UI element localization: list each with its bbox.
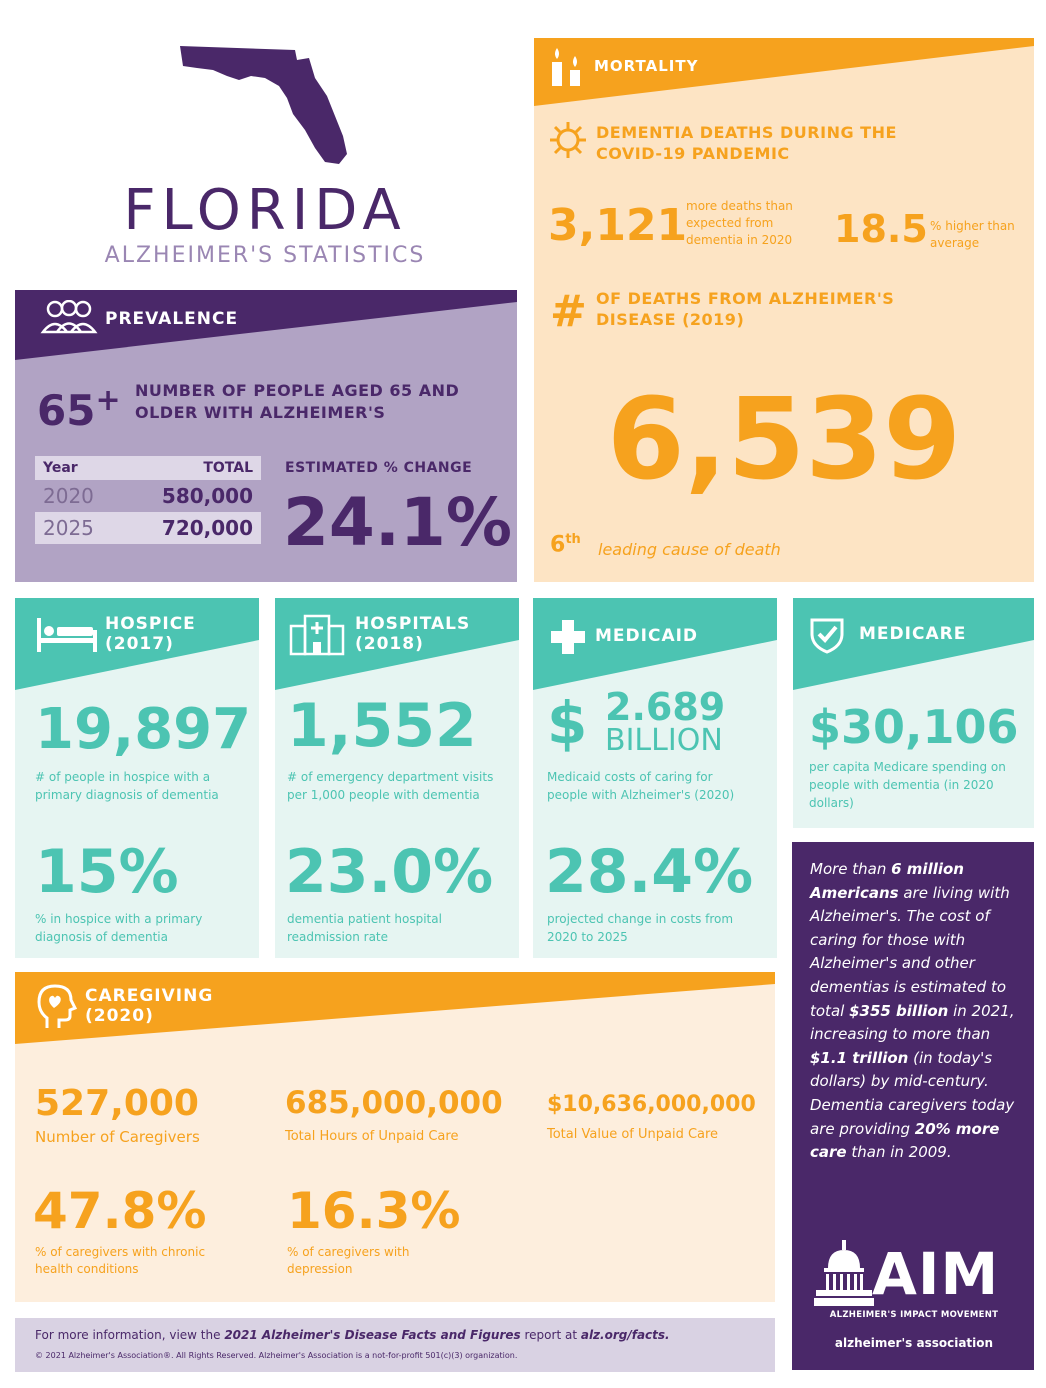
hash-icon: # bbox=[550, 286, 587, 337]
medicare-stat1-desc: per capita Medicare spending on people w… bbox=[809, 760, 1006, 810]
footer: For more information, view the 2021 Alzh… bbox=[15, 1318, 775, 1372]
footer-copyright: © 2021 Alzheimer's Association®. All Rig… bbox=[35, 1351, 518, 1360]
medicaid-banner bbox=[533, 598, 777, 690]
medicare-banner bbox=[793, 598, 1034, 690]
footer-info: For more information, view the 2021 Alzh… bbox=[35, 1328, 670, 1342]
caregiving-banner bbox=[15, 972, 775, 1044]
caregivers-value: 527,000 bbox=[35, 1083, 199, 1124]
hospice-stat1-desc: # of people in hospice with a primary di… bbox=[35, 770, 219, 802]
hospice-label: HOSPICE (2017) bbox=[105, 614, 196, 654]
capitol-icon bbox=[814, 1240, 874, 1306]
check-shield-icon bbox=[810, 618, 844, 654]
death-rank-desc: leading cause of death bbox=[598, 540, 781, 559]
value-desc: Total Value of Unpaid Care bbox=[547, 1127, 719, 1142]
row-year: 2020 bbox=[43, 484, 94, 508]
hospitals-stat2: 23.0% bbox=[285, 837, 494, 907]
florida-map-icon bbox=[180, 46, 347, 164]
change-label: ESTIMATED % CHANGE bbox=[285, 460, 473, 476]
aim-sidebar: More than 6 million Americans are living… bbox=[792, 842, 1034, 1370]
pct-higher-desc: % higher than average bbox=[930, 219, 1015, 250]
mortality-label: MORTALITY bbox=[594, 57, 699, 75]
hospitals-stat1: 1,552 bbox=[287, 691, 477, 761]
row-year: 2025 bbox=[43, 516, 94, 540]
depression-desc: % of caregivers with depression bbox=[287, 1245, 410, 1276]
hospice-panel: HOSPICE (2017) 19,897 # of people in hosp… bbox=[15, 598, 259, 958]
hospitals-panel: HOSPITALS (2018) 1,552 # of emergency dep… bbox=[275, 598, 519, 958]
hospitals-stat1-desc: # of emergency department visits per 1,0… bbox=[287, 770, 494, 802]
medicaid-unit: BILLION bbox=[605, 723, 723, 758]
medicare-label: MEDICARE bbox=[859, 624, 967, 644]
age-mark: 65+ bbox=[37, 383, 121, 435]
hours-value: 685,000,000 bbox=[285, 1085, 503, 1121]
bed-icon bbox=[37, 618, 97, 652]
table-header: Year TOTAL bbox=[35, 456, 261, 480]
chronic-desc: % of caregivers with chronic health cond… bbox=[35, 1245, 206, 1276]
facts-link[interactable]: alz.org/facts. bbox=[580, 1328, 670, 1342]
table-row: 2025 720,000 bbox=[35, 512, 261, 544]
sidebar-text: More than 6 million Americans are living… bbox=[810, 860, 1015, 1162]
prevalence-table: Year TOTAL 2020 580,000 2025 720,000 bbox=[35, 456, 261, 544]
medicaid-stat1-desc: Medicaid costs of caring for people with… bbox=[547, 770, 735, 802]
association-logo: alzheimer's association bbox=[834, 1336, 994, 1350]
col-total: TOTAL bbox=[203, 460, 253, 476]
hours-desc: Total Hours of Unpaid Care bbox=[285, 1129, 459, 1144]
hospice-stat1: 19,897 bbox=[35, 697, 252, 762]
depression-value: 16.3% bbox=[287, 1182, 461, 1240]
hospice-stat2: 15% bbox=[35, 837, 179, 907]
page-subtitle: ALZHEIMER'S STATISTICS bbox=[104, 243, 426, 268]
medicare-stat1: $30,106 bbox=[809, 700, 1019, 754]
medicaid-amount: 2.689 bbox=[605, 685, 726, 729]
prevalence-label: PREVALENCE bbox=[105, 309, 239, 329]
change-value: 24.1% bbox=[283, 484, 512, 561]
col-year: Year bbox=[43, 460, 78, 476]
hospitals-label: HOSPITALS (2018) bbox=[355, 614, 471, 654]
page-title: FLORIDA bbox=[123, 178, 407, 243]
caregiving-label: CAREGIVING (2020) bbox=[85, 986, 214, 1026]
aim-subtitle: ALZHEIMER'S IMPACT MOVEMENT bbox=[829, 1310, 999, 1320]
excess-deaths: 3,121 bbox=[548, 200, 688, 251]
excess-deaths-desc: more deaths than expected from dementia … bbox=[686, 199, 793, 247]
table-row: 2020 580,000 bbox=[35, 480, 261, 512]
medicaid-label: MEDICAID bbox=[595, 626, 699, 646]
hospice-stat2-desc: % in hospice with a primary diagnosis of… bbox=[35, 912, 203, 944]
aim-logo: AIM bbox=[872, 1240, 1000, 1308]
people-icon bbox=[40, 300, 98, 334]
medicaid-panel: MEDICAID $ 2.689 BILLION Medicaid costs … bbox=[533, 598, 777, 958]
hospital-icon bbox=[289, 614, 345, 656]
mortality-panel: MORTALITY DEMENTIA DEATHS DURING THE COV… bbox=[534, 38, 1034, 582]
row-total: 720,000 bbox=[161, 516, 253, 540]
chronic-value: 47.8% bbox=[33, 1182, 207, 1240]
prevalence-description: NUMBER OF PEOPLE AGED 65 AND OLDER WITH … bbox=[135, 381, 460, 422]
caregivers-desc: Number of Caregivers bbox=[35, 1128, 200, 1146]
hospice-banner bbox=[15, 598, 259, 690]
caregiving-panel: CAREGIVING (2020) 527,000 Number of Careg… bbox=[15, 972, 775, 1302]
candles-icon bbox=[552, 48, 580, 86]
prevalence-panel: PREVALENCE 65+ NUMBER OF PEOPLE AGED 65 … bbox=[15, 290, 517, 582]
medicare-panel: MEDICARE $30,106 per capita Medicare spe… bbox=[793, 598, 1034, 828]
medicaid-stat2: 28.4% bbox=[545, 837, 754, 907]
dollar-sign: $ bbox=[547, 689, 588, 757]
value-value: $10,636,000,000 bbox=[547, 1092, 756, 1117]
pct-higher: 18.5 bbox=[834, 207, 928, 251]
mortality-banner bbox=[534, 38, 1034, 106]
alz-deaths-heading: OF DEATHS FROM ALZHEIMER'S DISEASE (2019… bbox=[596, 289, 895, 329]
row-total: 580,000 bbox=[161, 484, 253, 508]
medicaid-stat2-desc: projected change in costs from 2020 to 2… bbox=[547, 912, 734, 944]
virus-icon bbox=[550, 122, 586, 158]
hospitals-stat2-desc: dementia patient hospital readmission ra… bbox=[287, 912, 442, 944]
death-rank: 6th bbox=[550, 532, 581, 558]
prevalence-banner bbox=[15, 290, 517, 360]
alz-deaths-value: 6,539 bbox=[606, 375, 962, 505]
head-heart-icon bbox=[37, 984, 77, 1028]
covid-heading: DEMENTIA DEATHS DURING THE COVID-19 PAND… bbox=[596, 123, 897, 163]
hospitals-banner bbox=[275, 598, 519, 690]
plus-icon bbox=[551, 620, 585, 654]
